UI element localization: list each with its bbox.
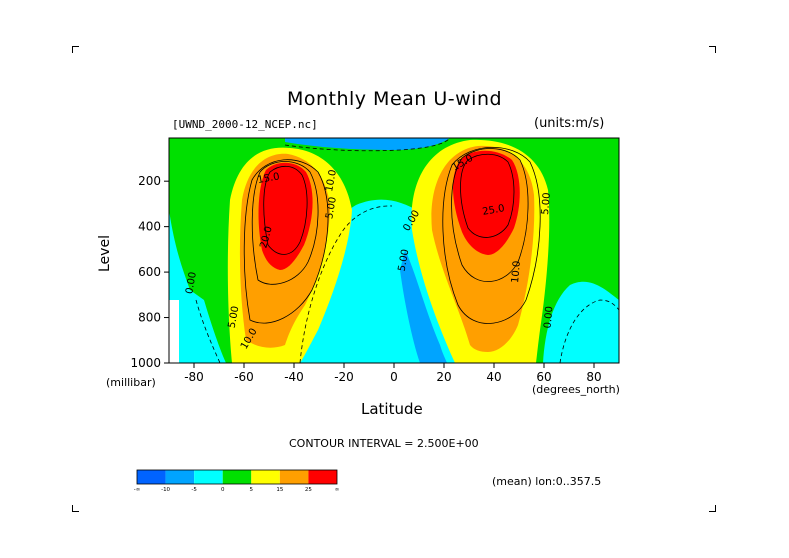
y-tick-label: 400 xyxy=(138,220,161,234)
colorbar-swatch xyxy=(251,470,280,484)
colorbar: -∞ -10 -5 0 5 15 25 ∞ xyxy=(134,469,340,493)
fill-band-neg-left xyxy=(169,210,226,363)
x-axis: -80 -60 -40 -20 0 20 40 60 80 xyxy=(184,363,602,384)
y-tick-label: 600 xyxy=(138,265,161,279)
y-tick-label: 800 xyxy=(138,311,161,325)
colorbar-frame xyxy=(136,469,338,485)
colorbar-label: 5 xyxy=(250,487,254,493)
chart-title: Monthly Mean U-wind xyxy=(286,88,503,110)
contour-line xyxy=(451,148,529,282)
contour-line xyxy=(442,146,541,324)
x-tick-label: -40 xyxy=(284,370,304,384)
colorbar-label: -10 xyxy=(161,487,170,493)
x-tick-label: -20 xyxy=(334,370,354,384)
colorbar-label: 0 xyxy=(221,487,225,493)
x-tick-label: -80 xyxy=(184,370,204,384)
fill-band-25-plus-north xyxy=(453,150,520,255)
y-axis: 200 400 600 800 1000 xyxy=(130,174,169,370)
contour-interval-text: CONTOUR INTERVAL = 2.500E+00 xyxy=(289,437,479,450)
colorbar-label: 15 xyxy=(276,487,283,493)
contour-line xyxy=(460,153,515,238)
units-label: (units:m/s) xyxy=(534,116,605,131)
contour-lines xyxy=(195,138,619,363)
colorbar-swatch xyxy=(279,470,309,484)
contour-label: 10.0 xyxy=(510,260,523,283)
x-tick-label: -60 xyxy=(234,370,254,384)
mask-no-data xyxy=(169,300,179,363)
x-axis-label: Latitude xyxy=(361,400,423,418)
y-tick-label: 200 xyxy=(138,174,161,188)
colorbar-label: ∞ xyxy=(335,487,340,493)
contour-label: 5.00 xyxy=(227,305,242,329)
x-tick-label: 80 xyxy=(586,370,601,384)
colorbar-swatch xyxy=(137,470,166,484)
contour-label: 5.00 xyxy=(324,196,339,220)
y-tick-label: 1000 xyxy=(130,356,161,370)
contour-label: 0.00 xyxy=(543,306,556,329)
contour-label: 5.00 xyxy=(397,248,412,272)
contour-label: 25.0 xyxy=(482,203,506,218)
contour-fills xyxy=(169,138,619,363)
fill-band-neg10-center xyxy=(400,250,447,363)
x-tick-label: 40 xyxy=(486,370,501,384)
colorbar-swatch xyxy=(308,470,337,484)
contour-line xyxy=(299,205,393,363)
colorbar-swatch xyxy=(222,470,252,484)
corner-mark-top-right xyxy=(709,46,716,53)
dataset-label: [UWND_2000-12_NCEP.nc] xyxy=(172,118,318,131)
contour-line xyxy=(251,161,319,285)
x-axis-units: (degrees_north) xyxy=(532,383,620,396)
fill-band-strat xyxy=(285,138,450,150)
contour-line xyxy=(284,138,451,152)
x-tick-label: 60 xyxy=(536,370,551,384)
contour-label: 10.0 xyxy=(324,169,339,193)
fill-band-neg-right xyxy=(543,281,619,363)
contour-label: 15.0 xyxy=(257,171,281,186)
corner-mark-bottom-left xyxy=(72,505,79,512)
colorbar-label: -∞ xyxy=(134,487,141,493)
colorbar-swatch xyxy=(165,470,195,484)
contour-line xyxy=(195,299,221,363)
contour-line xyxy=(559,299,619,363)
colorbar-label: 25 xyxy=(305,487,312,493)
corner-mark-top-left xyxy=(72,46,79,53)
contour-line xyxy=(243,159,329,324)
contour-line xyxy=(263,165,308,255)
y-axis-label: Level xyxy=(97,235,113,272)
colorbar-label: -5 xyxy=(191,487,197,493)
averaging-text: (mean) lon:0..357.5 xyxy=(492,475,602,488)
colorbar-swatch xyxy=(194,470,223,484)
corner-mark-bottom-right xyxy=(709,505,716,512)
contour-label: 5.00 xyxy=(540,192,553,215)
y-axis-units: (millibar) xyxy=(106,376,156,389)
x-tick-label: 0 xyxy=(390,370,398,384)
contour-label: 0.00 xyxy=(184,271,199,295)
x-tick-label: 20 xyxy=(436,370,451,384)
